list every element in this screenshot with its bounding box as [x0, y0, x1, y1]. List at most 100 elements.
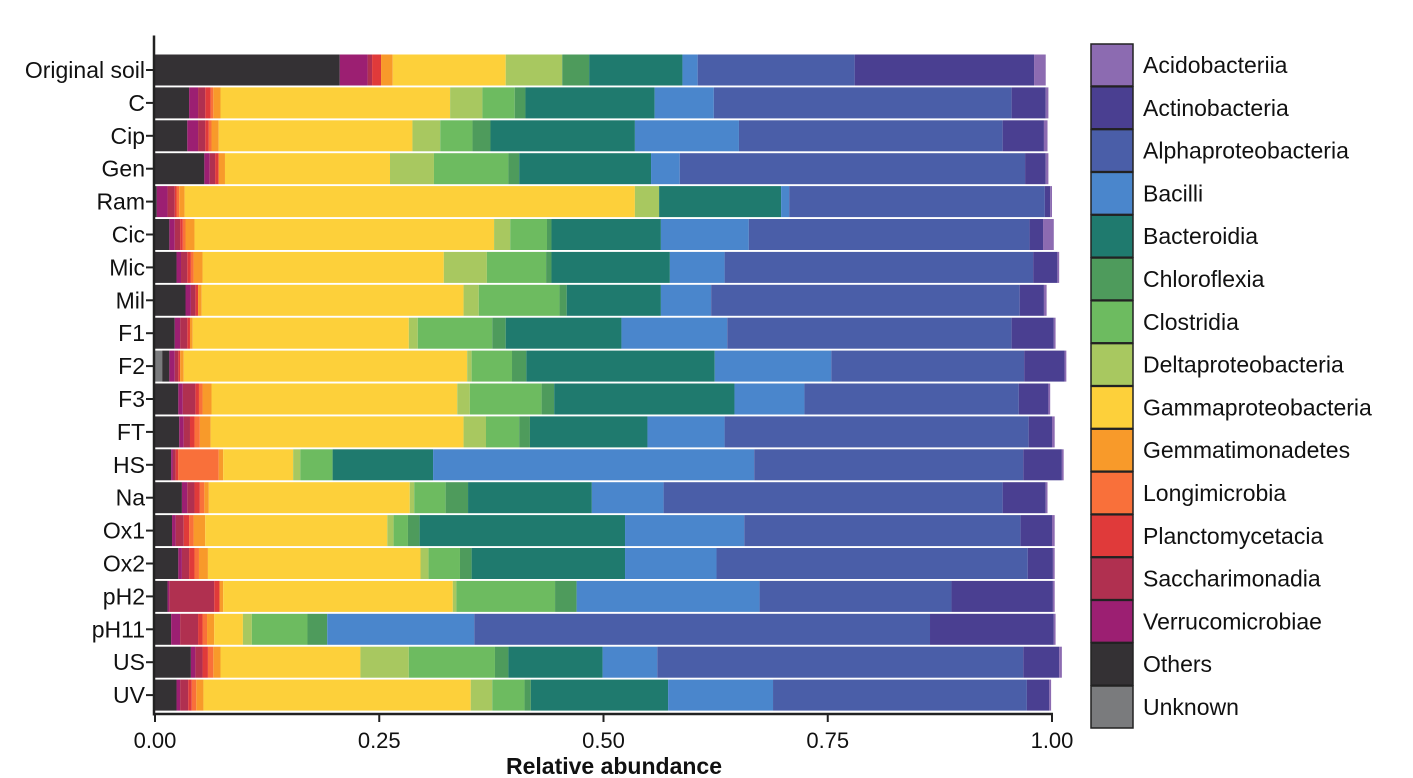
- bar-segment-hs-alphaproteobacteria: [754, 449, 1024, 481]
- bar-segment-uv-acidobacteriia: [1049, 679, 1052, 711]
- bar-segment-ox2-gammaproteobacteria: [207, 548, 421, 579]
- bar-segment-original-soil-gemmatimonadetes: [381, 54, 393, 86]
- y-tick-label-ft: FT: [117, 419, 145, 445]
- bar-segment-hs-others: [155, 449, 172, 481]
- bar-segment-ph11-acidobacteriia: [1053, 613, 1056, 645]
- bar-segment-ox1-gemmatimonadetes: [193, 515, 206, 547]
- bar-segment-ox1-clostridia: [393, 515, 408, 547]
- bar-segment-cic-saccharimonadia: [174, 219, 181, 250]
- legend-swatch-unknown: [1090, 685, 1134, 729]
- bar-segment-gen-saccharimonadia: [209, 153, 216, 185]
- bar-segment-mic-deltaproteobacteria: [443, 251, 487, 283]
- bar-segment-hs-clostridia: [300, 449, 333, 481]
- bar-segment-mil-bacilli: [660, 284, 712, 316]
- bar-segment-f2-actinobacteria: [1024, 350, 1065, 382]
- y-tick-label-ph2: pH2: [103, 583, 145, 609]
- legend-label-deltaproteobacteria: Deltaproteobacteria: [1143, 352, 1344, 378]
- x-axis: 0.00 0.25 0.50 0.75 1.00: [134, 712, 1073, 753]
- legend-swatch-verrucomicrobiae: [1090, 599, 1134, 644]
- bar-segment-c-verrucomicrobiae: [189, 87, 199, 119]
- bar-segment-mil-gammaproteobacteria: [201, 284, 464, 316]
- legend-swatch-deltaproteobacteria: [1090, 342, 1134, 387]
- y-tick-label-c: C: [128, 90, 145, 116]
- bar-segment-gen-bacteroidia: [519, 153, 652, 185]
- bar-segment-gen-planctomycetacia: [215, 153, 219, 185]
- legend-swatch-alphaproteobacteria: [1090, 128, 1134, 173]
- legend-label-alphaproteobacteria: Alphaproteobacteria: [1143, 138, 1349, 164]
- bar-segment-mil-acidobacteriia: [1043, 284, 1047, 316]
- bar-segment-f2-unknown: [155, 350, 163, 382]
- bar-segment-ft-alphaproteobacteria: [724, 416, 1029, 448]
- bar-segment-ram-bacilli: [781, 186, 790, 218]
- bar-segment-f3-alphaproteobacteria: [804, 383, 1019, 415]
- bar-segment-cic-longimicrobia: [182, 219, 186, 250]
- legend-swatch-clostridia: [1090, 300, 1134, 344]
- legend-label-saccharimonadia: Saccharimonadia: [1143, 566, 1321, 592]
- bar-segment-ph2-planctomycetacia: [214, 580, 220, 612]
- y-tick-label-ram: Ram: [96, 189, 145, 215]
- legend-swatch-planctomycetacia: [1090, 514, 1134, 558]
- bar-segment-ft-saccharimonadia: [183, 416, 190, 448]
- bar-segment-f2-bacilli: [714, 350, 832, 382]
- bar-row-f3: [155, 383, 1051, 415]
- bar-segment-c-planctomycetacia: [205, 87, 211, 119]
- bar-segment-us-bacilli: [602, 646, 658, 678]
- bar-segment-cic-bacteroidia: [551, 219, 661, 250]
- bar-segment-f3-gammaproteobacteria: [211, 383, 458, 415]
- x-tick-label: 0.25: [358, 728, 401, 753]
- bar-segment-ox1-gammaproteobacteria: [205, 515, 388, 547]
- bar-segment-ox1-verrucomicrobiae: [172, 515, 176, 547]
- bar-segment-uv-alphaproteobacteria: [773, 679, 1027, 711]
- bar-segment-ox2-alphaproteobacteria: [716, 548, 1028, 579]
- bar-segment-ram-longimicrobia: [176, 186, 180, 218]
- bar-segment-ox2-acidobacteriia: [1052, 548, 1055, 579]
- y-tick-label-ox2: Ox2: [103, 551, 145, 577]
- bar-segment-uv-bacteroidia: [530, 679, 669, 711]
- bar-segment-mil-planctomycetacia: [195, 284, 199, 316]
- bar-segment-gen-alphaproteobacteria: [679, 153, 1026, 185]
- bar-segment-ft-verrucomicrobiae: [179, 416, 184, 448]
- bar-row-hs: [155, 449, 1064, 481]
- bar-row-cic: [155, 219, 1054, 250]
- bar-segment-us-gammaproteobacteria: [220, 646, 361, 678]
- bar-segment-uv-longimicrobia: [191, 679, 197, 711]
- bar-segment-hs-acidobacteriia: [1061, 449, 1064, 481]
- bar-segment-f3-bacilli: [734, 383, 805, 415]
- bar-segment-mic-acidobacteriia: [1057, 251, 1060, 283]
- bar-segment-cip-clostridia: [440, 120, 473, 152]
- bar-segment-f1-verrucomicrobiae: [174, 317, 181, 349]
- bar-segment-f1-gammaproteobacteria: [192, 317, 409, 349]
- bar-segment-ph11-deltaproteobacteria: [242, 613, 252, 645]
- bar-segment-ram-verrucomicrobiae: [156, 186, 168, 218]
- bar-segment-cic-chloroflexia: [546, 219, 552, 250]
- bar-segment-mil-alphaproteobacteria: [711, 284, 1020, 316]
- bar-segment-ph11-bacilli: [327, 613, 475, 645]
- bar-segment-cip-bacilli: [634, 120, 739, 152]
- bar-segment-cic-acidobacteriia: [1043, 219, 1054, 250]
- bar-segment-ox2-others: [155, 548, 179, 579]
- bar-segment-cic-deltaproteobacteria: [494, 219, 511, 250]
- bar-segment-ox1-bacilli: [625, 515, 745, 547]
- bar-segment-ram-actinobacteria: [1044, 186, 1051, 218]
- bar-segment-f1-chloroflexia: [492, 317, 506, 349]
- bar-segment-na-bacteroidia: [468, 482, 592, 514]
- bar-segment-f1-planctomycetacia: [187, 317, 190, 349]
- y-tick-label-ox1: Ox1: [103, 518, 145, 544]
- bar-segment-original-soil-saccharimonadia: [367, 54, 373, 86]
- bar-segment-mic-bacteroidia: [551, 251, 670, 283]
- bar-segment-ph2-saccharimonadia: [169, 580, 215, 612]
- bar-row-ft: [155, 416, 1055, 448]
- bar-segment-ft-chloroflexia: [519, 416, 530, 448]
- bar-segment-ox1-saccharimonadia: [175, 515, 184, 547]
- bar-segment-f2-alphaproteobacteria: [831, 350, 1025, 382]
- bar-segment-cic-gemmatimonadetes: [185, 219, 195, 250]
- bar-segment-mil-chloroflexia: [559, 284, 567, 316]
- bar-segment-ph11-saccharimonadia: [180, 613, 199, 645]
- x-tick-label: 0.75: [806, 728, 849, 753]
- bar-segment-original-soil-planctomycetacia: [372, 54, 382, 86]
- bar-segment-gen-actinobacteria: [1025, 153, 1046, 185]
- bar-row-f1: [155, 317, 1056, 349]
- y-tick-label-f2: F2: [118, 353, 145, 379]
- bar-segment-f2-planctomycetacia: [178, 350, 181, 382]
